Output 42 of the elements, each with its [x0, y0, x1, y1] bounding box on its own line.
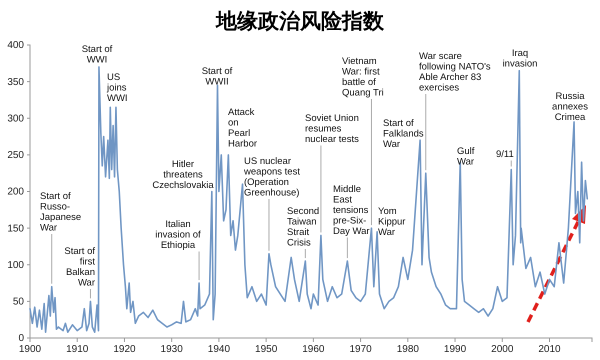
annotation: Gulf War [457, 146, 475, 168]
annotation: US joins WWI [106, 72, 128, 104]
y-tick-label: 100 [7, 260, 24, 271]
y-tick-label: 0 [18, 333, 24, 344]
x-tick-label: 1920 [113, 344, 136, 356]
y-tick-label: 200 [7, 186, 24, 198]
x-tick-label: 1980 [396, 344, 420, 356]
annotation: Vietnam War: first battle of Quang Tri [342, 56, 384, 98]
x-tick-label: 1950 [255, 344, 278, 356]
y-tick-label: 400 [7, 40, 24, 52]
chart-title: 地缘政治风险指数 [215, 9, 385, 33]
x-tick-label: 1970 [349, 344, 372, 356]
y-tick-label: 250 [7, 150, 24, 162]
x-tick-label: 1960 [302, 344, 325, 356]
annotation: Start of Falklands War [383, 118, 424, 150]
annotation: Start of Russo- Japanese War [40, 191, 82, 234]
y-tick-label: 150 [7, 223, 24, 234]
annotation: Yom Kippur War [378, 206, 406, 238]
x-tick-label: 1900 [18, 344, 42, 356]
y-tick-label: 350 [7, 76, 24, 88]
x-tick-label: 1910 [66, 344, 89, 356]
annotation: Start of WWII [202, 66, 233, 88]
x-tick-label: 2000 [491, 344, 514, 356]
annotation: Start of WWI [82, 44, 113, 66]
annotation: Russia annexes Crimea [552, 91, 588, 123]
x-tick-label: 1930 [160, 344, 184, 356]
annotation: War scare following NATO's Able Archer 83 exercises [419, 51, 491, 94]
annotation: Start of first Balkan War [64, 246, 96, 288]
annotation: Attack on Pearl Harbor [228, 107, 258, 150]
annotation: Hitler threatens Czechslovakia [152, 159, 214, 191]
annotation: Italian invasion of Ethiopia [155, 219, 202, 251]
y-tick-label: 300 [7, 113, 24, 124]
annotation: Middle East tensions pre-Six- Day War [333, 184, 370, 237]
annotation: US nuclear weapons test (Operation Greenhouse) [243, 156, 300, 198]
y-tick-label: 50 [12, 296, 24, 308]
x-tick-label: 1940 [208, 344, 230, 356]
annotation: Soviet Union resumes nuclear tests [305, 113, 360, 145]
x-tick-label: 2010 [538, 344, 562, 356]
x-tick-label: 1990 [444, 344, 467, 356]
annotation: Iraq invasion [502, 48, 538, 70]
annotation: Second Taiwan Strait Crisis [287, 206, 320, 248]
annotation: 9/11 [496, 149, 514, 160]
